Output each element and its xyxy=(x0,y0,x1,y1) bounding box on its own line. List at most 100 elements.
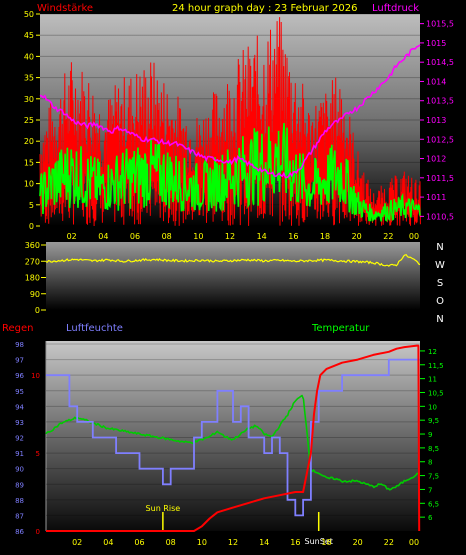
humidity-tick-label: 86 xyxy=(15,528,24,536)
x-tick-label: 20 xyxy=(352,232,362,241)
compass-label: S xyxy=(437,278,443,289)
humidity-tick-label: 89 xyxy=(15,481,24,489)
humidity-tick-label: 92 xyxy=(15,435,24,443)
y-tick-label-left: 30 xyxy=(24,95,34,104)
y-tick-label-right: 1014 xyxy=(426,77,446,86)
y-tick-label-right: 1012,5 xyxy=(426,135,454,144)
y-tick-label-left: 0 xyxy=(29,222,34,231)
x-tick-label: 08 xyxy=(166,538,176,547)
y-tick-label-left: 40 xyxy=(24,52,34,61)
humidity-tick-label: 93 xyxy=(15,419,24,427)
humidity-legend: Luftfeuchte xyxy=(66,323,123,334)
temperature-tick-label: 10 xyxy=(428,403,437,411)
sunset-label: SunSet xyxy=(305,537,333,546)
direction-tick-label: 180 xyxy=(25,274,40,283)
compass-label: N xyxy=(436,314,443,325)
temperature-tick-label: 7,5 xyxy=(428,473,439,481)
direction-tick-label: 270 xyxy=(25,257,40,266)
rain-tick-label: 10 xyxy=(31,372,40,380)
temperature-tick-label: 6 xyxy=(428,514,433,522)
y-tick-label-right: 1012 xyxy=(426,155,446,164)
x-tick-label: 00 xyxy=(409,232,419,241)
temperature-tick-label: 11 xyxy=(428,376,437,384)
direction-tick-label: 360 xyxy=(25,241,40,250)
y-tick-label-right: 1011 xyxy=(426,193,446,202)
x-tick-label: 14 xyxy=(257,232,267,241)
y-tick-label-right: 1013,5 xyxy=(426,97,454,106)
x-tick-label: 12 xyxy=(225,232,235,241)
y-tick-label-left: 10 xyxy=(24,180,34,189)
x-tick-label: 02 xyxy=(72,538,82,547)
x-tick-label: 22 xyxy=(384,538,394,547)
y-tick-label-left: 15 xyxy=(24,158,34,167)
pressure-series-line xyxy=(39,44,421,179)
direction-tick-label: 0 xyxy=(35,306,40,315)
y-tick-label-left: 45 xyxy=(24,31,34,40)
temperature-series-line xyxy=(45,394,421,491)
temperature-tick-label: 9 xyxy=(428,431,432,439)
x-tick-label: 18 xyxy=(321,538,331,547)
humidity-series-line xyxy=(46,358,420,517)
temperature-tick-label: 8,5 xyxy=(428,445,439,453)
compass-label: W xyxy=(435,260,445,271)
temperature-tick-label: 11,5 xyxy=(428,362,444,370)
x-tick-label: 00 xyxy=(409,538,419,547)
humidity-tick-label: 87 xyxy=(15,512,24,520)
humidity-tick-label: 97 xyxy=(15,357,24,365)
compass-label: O xyxy=(436,296,444,307)
x-tick-label: 10 xyxy=(193,232,203,241)
rain-series-line xyxy=(46,344,421,532)
page-title: 24 hour graph day : 23 Februar 2026 xyxy=(172,3,357,14)
y-tick-label-left: 5 xyxy=(29,201,34,210)
y-tick-label-right: 1015 xyxy=(426,39,446,48)
x-tick-label: 16 xyxy=(290,538,300,547)
temperature-tick-label: 7 xyxy=(428,486,432,494)
x-tick-label: 08 xyxy=(162,232,172,241)
rain-tick-label: 5 xyxy=(36,450,40,458)
x-tick-label: 06 xyxy=(130,232,140,241)
rain-legend: Regen xyxy=(2,323,34,334)
y-tick-label-right: 1014,5 xyxy=(426,58,454,67)
humidity-tick-label: 91 xyxy=(15,450,24,458)
temperature-tick-label: 6,5 xyxy=(428,500,439,508)
y-tick-label-right: 1015,5 xyxy=(426,20,454,29)
x-tick-label: 04 xyxy=(103,538,113,547)
x-tick-label: 02 xyxy=(67,232,77,241)
humidity-tick-label: 88 xyxy=(15,497,24,505)
x-tick-label: 12 xyxy=(228,538,238,547)
x-tick-label: 16 xyxy=(288,232,298,241)
x-tick-label: 14 xyxy=(259,538,269,547)
wind-direction-line xyxy=(45,254,421,267)
y-tick-label-left: 35 xyxy=(24,74,34,83)
humidity-tick-label: 90 xyxy=(15,466,24,474)
humidity-tick-label: 95 xyxy=(15,388,24,396)
temperature-legend: Temperatur xyxy=(311,323,370,334)
y-tick-label-left: 25 xyxy=(24,116,34,125)
temperature-tick-label: 8 xyxy=(428,459,432,467)
y-tick-label-left: 20 xyxy=(24,137,34,146)
humidity-tick-label: 98 xyxy=(15,341,24,349)
y-tick-label-right: 1010,5 xyxy=(426,212,454,221)
humidity-tick-label: 96 xyxy=(15,372,24,380)
direction-tick-label: 90 xyxy=(30,290,40,299)
y-tick-label-right: 1011,5 xyxy=(426,174,454,183)
temperature-tick-label: 10,5 xyxy=(428,389,444,397)
x-tick-label: 18 xyxy=(320,232,330,241)
direction-plot-background xyxy=(46,242,420,310)
rain-tick-label: 0 xyxy=(36,528,40,536)
x-tick-label: 04 xyxy=(98,232,108,241)
temperature-tick-label: 9,5 xyxy=(428,417,439,425)
right-axis-title: Luftdruck xyxy=(372,3,419,14)
y-tick-label-right: 1013 xyxy=(426,116,446,125)
humidity-tick-label: 94 xyxy=(15,403,24,411)
x-tick-label: 22 xyxy=(383,232,393,241)
compass-label: N xyxy=(436,242,443,253)
temperature-tick-label: 12 xyxy=(428,348,437,356)
x-tick-label: 10 xyxy=(197,538,207,547)
left-axis-title: Windstärke xyxy=(37,3,93,14)
x-tick-label: 06 xyxy=(134,538,144,547)
y-tick-label-left: 50 xyxy=(24,10,34,19)
